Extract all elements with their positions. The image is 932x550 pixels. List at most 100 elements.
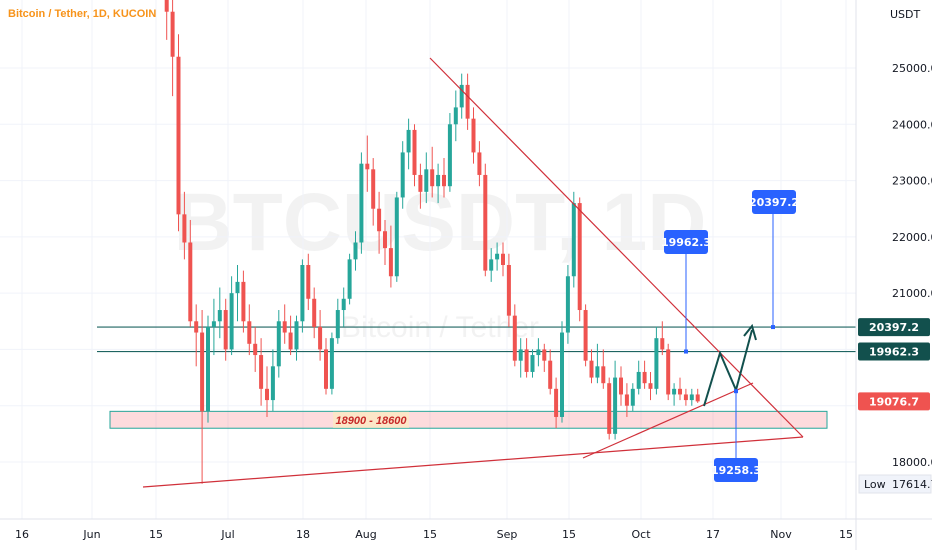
candle-body	[589, 360, 594, 378]
time-tick-label: 15	[423, 528, 437, 541]
low-marker: Low 17614.7	[858, 474, 932, 494]
price-tag-box	[858, 342, 930, 361]
price-tag-label: 20397.2	[869, 321, 919, 334]
candle-body	[447, 124, 452, 187]
candle-body	[624, 394, 629, 406]
lower-trend-line	[142, 436, 804, 488]
callout-box	[714, 458, 758, 482]
candle-body	[347, 259, 352, 299]
time-tick-label: 15	[562, 528, 576, 541]
candle-body	[335, 310, 340, 339]
candle-body	[654, 338, 659, 389]
candle-body	[565, 276, 570, 333]
candle-body	[465, 84, 470, 119]
support-zone-rect	[109, 410, 828, 429]
candle-body	[512, 315, 517, 361]
price-tick-label: 25000.0	[892, 62, 932, 75]
candle-body	[613, 377, 618, 434]
candle-body	[536, 349, 541, 356]
candle-body	[276, 321, 281, 367]
candle-body	[329, 338, 334, 389]
candle-body	[483, 174, 488, 271]
candle-body	[542, 349, 547, 361]
candle-body	[607, 383, 612, 434]
time-tick-label: 18	[296, 528, 310, 541]
candle-body	[501, 253, 505, 265]
callout-anchor	[771, 325, 775, 330]
candle-body	[235, 281, 240, 294]
time-axis-ticks: 16 Jun 15 Jul 18 Aug 15 Sep 15 Oct 17 Nov 15	[15, 528, 853, 541]
price-tick-label: 18000.0	[892, 456, 932, 469]
candle-body	[672, 388, 677, 395]
candle-body	[324, 349, 328, 389]
time-tick-label: 15	[149, 528, 163, 541]
price-tag-box	[858, 392, 930, 411]
candle-body	[571, 203, 576, 277]
candle-body	[194, 321, 199, 333]
candle-body	[453, 107, 458, 125]
candle-body	[247, 321, 252, 344]
candle-body	[577, 203, 582, 311]
callout-label: 19258.3	[711, 464, 761, 477]
time-tick-label: Nov	[770, 528, 792, 541]
candle-body	[200, 332, 205, 412]
candle-body	[353, 242, 358, 260]
candle-body	[377, 208, 382, 232]
candle-body	[217, 310, 222, 322]
time-tick-label: 17	[706, 528, 720, 541]
candle-body	[601, 366, 606, 384]
candle-body	[560, 332, 564, 417]
candle-body	[300, 265, 305, 322]
candle-body	[530, 355, 535, 372]
candle-body	[394, 197, 399, 277]
candle-body	[418, 174, 423, 192]
time-tick-label: 16	[15, 528, 29, 541]
candle-body	[388, 248, 393, 277]
price-tick-label: 22000.0	[892, 231, 932, 244]
candle-body	[695, 394, 700, 402]
candle-body	[666, 349, 671, 395]
candle-body	[288, 332, 293, 350]
candle-body	[424, 169, 429, 192]
price-axis-ticks: 25000.0 24000.0 23000.0 22000.0 21000.0 18000…	[892, 62, 932, 469]
candle-body	[595, 366, 600, 378]
projection-path	[703, 329, 753, 407]
candle-body	[678, 388, 682, 395]
callout-anchor	[734, 389, 738, 394]
time-tick-label: Jul	[220, 528, 234, 541]
callout-anchor	[684, 349, 688, 354]
wedge-support-line	[582, 382, 754, 459]
grid	[0, 0, 856, 519]
candles	[164, 0, 700, 484]
time-tick-label: Aug	[355, 528, 376, 541]
candle-body	[524, 349, 529, 372]
chart-title: Bitcoin / Tether, 1D, KUCOIN	[8, 8, 156, 20]
candle-body	[176, 56, 181, 215]
watermark-symbol: BTCUSDT, 1D	[173, 177, 706, 268]
callout-box	[664, 230, 708, 254]
candle-body	[359, 163, 364, 243]
candle-body	[489, 259, 494, 271]
candle-body	[554, 388, 559, 417]
currency-label: USDT	[890, 8, 921, 21]
candle-body	[318, 326, 323, 350]
candle-body	[259, 355, 264, 389]
support-zone-label-bg	[333, 411, 409, 428]
projection-arrowhead	[743, 323, 757, 341]
candle-body	[229, 293, 234, 350]
candle-body	[648, 383, 653, 389]
candle-body	[471, 118, 476, 153]
callout-label: 19962.3	[661, 236, 711, 249]
candle-body	[495, 253, 500, 260]
time-tick-label: Jun	[82, 528, 100, 541]
candle-body	[294, 321, 299, 350]
candle-body	[689, 394, 694, 401]
candle-body	[371, 169, 376, 209]
candle-body	[436, 174, 441, 187]
candle-body	[548, 360, 553, 389]
candle-body	[170, 11, 175, 57]
candle-body	[223, 310, 228, 350]
callout-label: 20397.2	[749, 196, 799, 209]
